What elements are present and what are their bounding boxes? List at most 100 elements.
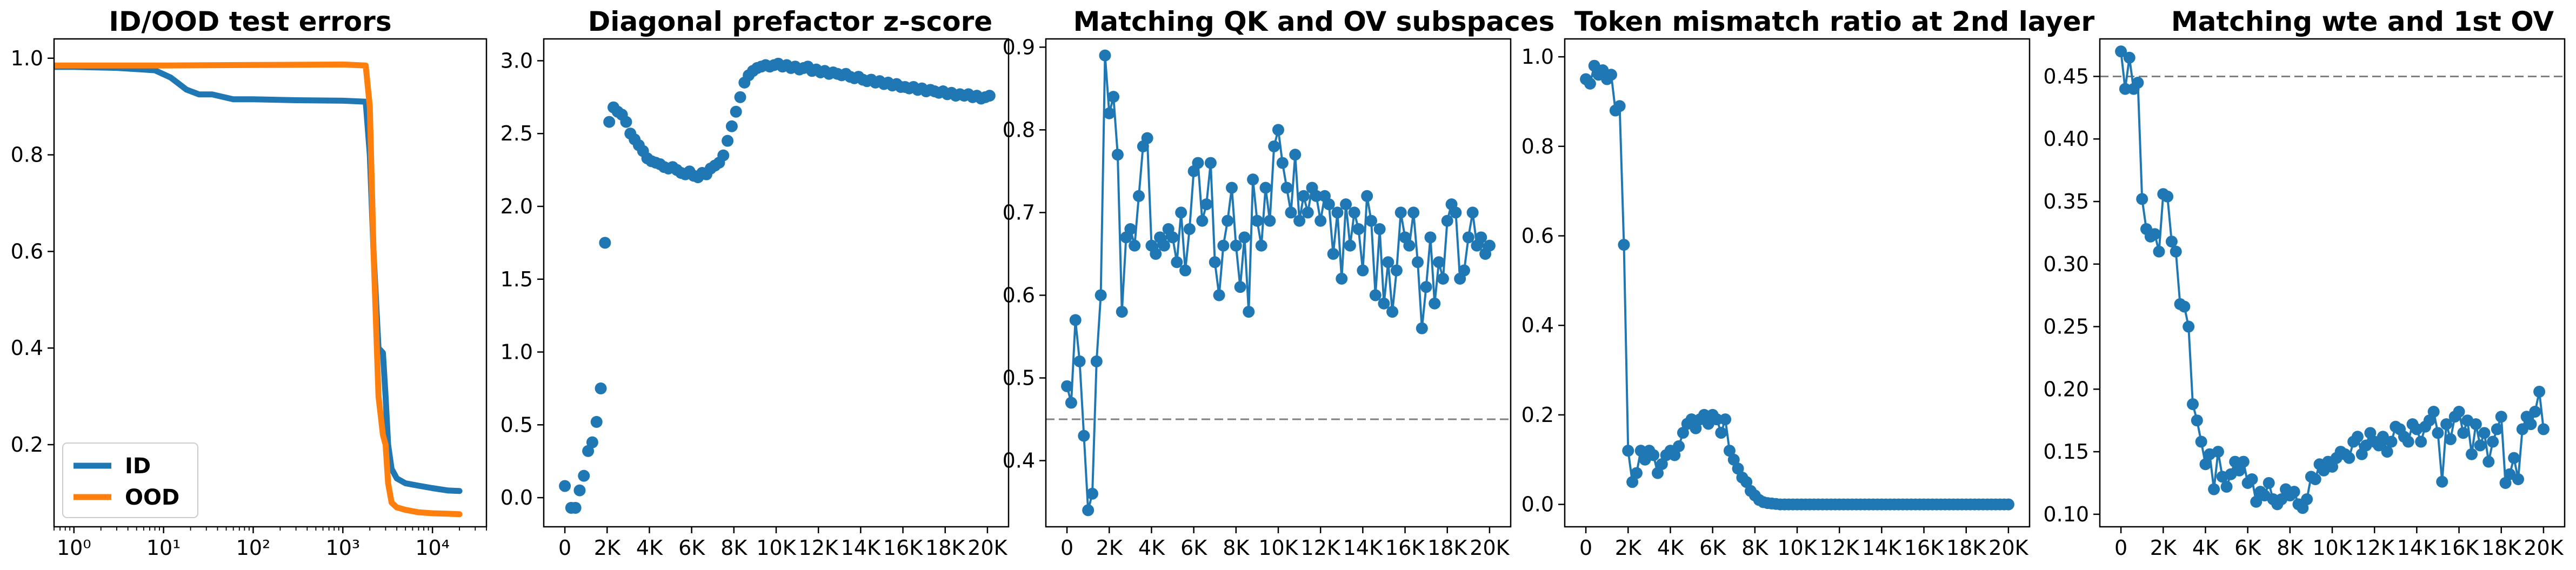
data-point [1141,132,1153,144]
data-point [2444,433,2457,445]
data-point [1685,413,1698,426]
x-tick-label: 10K [1258,536,1298,560]
series-line-id [54,64,463,494]
axes-frame [53,38,488,528]
x-tick-label: 4K [636,536,663,560]
data-point [2153,245,2165,258]
data-point [1243,306,1255,318]
data-point [2195,435,2207,448]
data-point [1124,223,1137,236]
x-tick-label: 12K [1301,536,1341,560]
panel-title: Diagonal prefactor z-score [588,6,992,37]
data-point [2457,427,2470,439]
data-point [1605,69,1617,81]
x-tick-label: 10⁴ [415,536,450,560]
data-point [2474,439,2486,452]
y-tick-label: 1.0 [1521,45,1554,69]
data-point [1348,206,1360,219]
y-tick-label: 0.5 [500,413,533,437]
data-point [2237,455,2250,468]
data-point [1264,214,1276,227]
x-tick-label: 20K [2524,536,2564,560]
data-point [2478,427,2491,439]
data-point [1584,77,1596,90]
data-point [2512,473,2524,486]
data-point [1103,107,1116,119]
data-point [1302,206,1314,219]
data-point [1416,322,1428,334]
data-point [1200,198,1213,211]
data-point [1069,314,1082,326]
data-point [1369,289,1382,301]
data-point [2170,245,2182,258]
data-point [2453,405,2465,418]
x-tick-label: 4K [2192,536,2219,560]
y-tick-label: 0.15 [2043,440,2089,464]
data-point [2199,458,2212,471]
data-point [1192,157,1204,169]
data-point [1723,445,1736,457]
data-point [1711,413,1723,426]
data-point [1255,239,1267,252]
data-point [2115,45,2127,58]
data-point [1276,157,1289,169]
data-point [730,105,742,118]
axes-frame [1564,38,2031,528]
data-point [1272,124,1284,136]
y-tick-label: 0.9 [1003,35,1035,59]
data-point [2385,435,2398,448]
data-point [2525,418,2537,431]
data-point [578,470,590,482]
data-point [1386,306,1399,318]
data-point [1209,256,1221,269]
plot-area [559,57,996,514]
x-tick-label: 12K [2355,536,2395,560]
data-point [1394,206,1407,219]
y-tick-label: 0.8 [1521,135,1554,158]
data-point [2529,405,2541,418]
data-point [1429,297,1441,310]
data-point [1158,239,1170,252]
panel-title: Token mismatch ratio at 2nd layer [1574,6,2095,37]
data-point [1365,214,1377,227]
data-point [1382,256,1394,269]
x-tick-label: 16K [883,536,923,560]
y-tick-label: 0.4 [11,336,43,360]
x-tick-label: 8K [1223,536,1250,560]
data-point [1213,289,1225,301]
y-tick-label: 2.0 [500,195,533,218]
y-tick-label: 0.30 [2043,252,2089,276]
plot-area [2100,45,2565,514]
x-tick-label: 0 [2114,536,2127,560]
data-point [2250,495,2263,508]
data-point [1407,206,1420,219]
x-tick-label: 0 [1579,536,1592,560]
data-point [1086,487,1098,500]
data-point [599,237,611,249]
data-point [2343,452,2355,464]
x-tick-label: 8K [2277,536,2304,560]
data-point [1107,91,1120,103]
data-point [1378,297,1390,310]
data-point [1344,239,1356,252]
data-point [620,116,632,128]
data-point [1099,49,1111,62]
data-point [2402,435,2414,448]
data-point [1065,397,1077,409]
series-line-ood [54,61,463,518]
data-point [1166,231,1179,244]
y-tick-label: 0.35 [2043,190,2089,213]
data-point [559,480,571,492]
data-point [1719,413,1732,426]
x-tick-label: 12K [799,536,839,560]
y-tick-label: 0.40 [2043,127,2089,151]
data-point [983,90,996,102]
data-point [1740,476,1753,488]
panel-diagonal-prefactor-z-score: Diagonal prefactor z-score 0 2K 4K 6K 8K 10K 1… [500,6,1010,560]
data-point [2187,398,2199,411]
x-tick-label: 2K [1096,536,1123,560]
legend-label: ID [125,454,151,479]
data-point [1690,422,1702,434]
data-point [2246,473,2258,486]
